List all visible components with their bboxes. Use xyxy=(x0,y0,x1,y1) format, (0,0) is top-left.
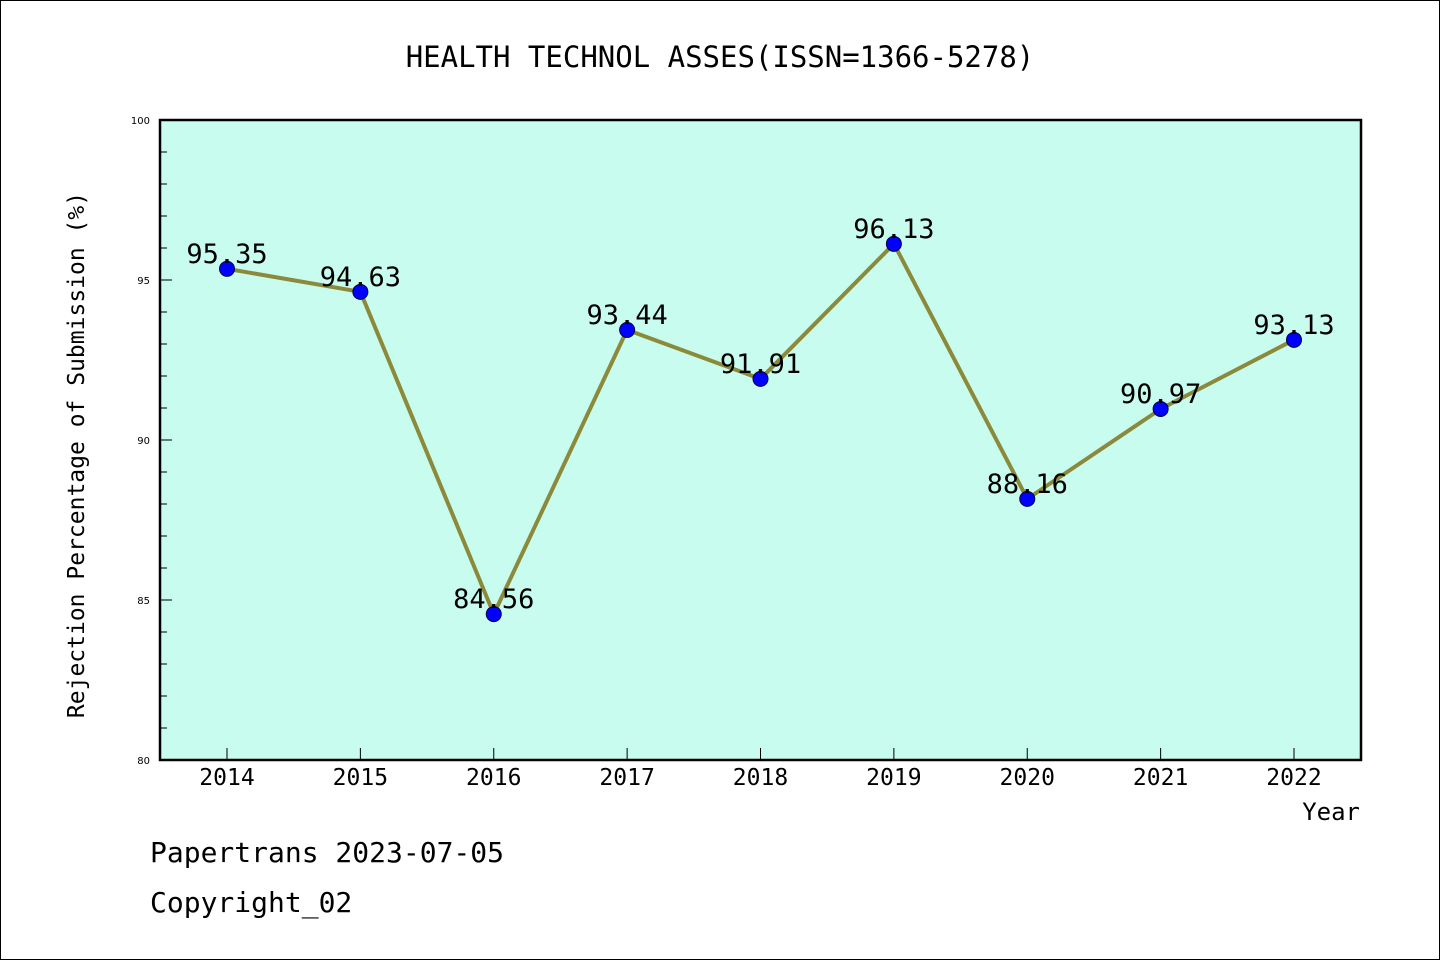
data-point xyxy=(1286,331,1302,348)
x-tick-label: 2017 xyxy=(599,765,654,791)
data-label: 95.35 xyxy=(186,239,267,270)
data-point xyxy=(485,606,502,623)
x-tick-label: 2015 xyxy=(333,765,388,791)
data-label: 93.13 xyxy=(1253,310,1334,341)
footer-copyright: Copyright_02 xyxy=(150,886,353,919)
data-point xyxy=(1152,400,1169,417)
data-point xyxy=(619,321,636,338)
x-axis: 2014 2015 2016 2017 2018 2019 2020 2021 2022 xyxy=(199,748,1322,791)
data-labels: 95.35 94.63 84.56 93.44 91.91 96.13 88.16 90.97… xyxy=(186,214,1334,615)
x-tick-label: 2020 xyxy=(1000,765,1055,791)
x-tick-label: 2021 xyxy=(1133,765,1188,791)
data-point xyxy=(219,260,235,277)
y-axis: 80 85 90 95 100 xyxy=(131,116,172,767)
data-label: 91.91 xyxy=(720,349,801,380)
data-point xyxy=(352,283,369,300)
y-axis-label: Rejection Percentage of Submission (%) xyxy=(64,192,90,718)
data-label: 84.56 xyxy=(453,584,534,615)
data-label: 96.13 xyxy=(853,214,934,245)
x-tick-label: 2018 xyxy=(733,765,788,791)
x-tick-label: 2016 xyxy=(466,765,521,791)
y-tick-label: 95 xyxy=(137,276,150,287)
data-points xyxy=(219,235,1302,623)
footer-date: Papertrans 2023-07-05 xyxy=(150,836,505,869)
data-label: 93.44 xyxy=(586,300,667,331)
data-point xyxy=(885,235,902,252)
data-point xyxy=(1019,490,1036,507)
data-label: 90.97 xyxy=(1120,379,1201,410)
x-tick-label: 2014 xyxy=(199,765,254,791)
x-axis-label: Year xyxy=(1302,798,1360,826)
x-tick-label: 2022 xyxy=(1266,765,1321,791)
x-tick-label: 2019 xyxy=(866,765,921,791)
y-tick-label: 80 xyxy=(137,756,150,767)
data-label: 88.16 xyxy=(987,469,1068,500)
data-label: 94.63 xyxy=(320,262,401,293)
y-tick-label: 90 xyxy=(137,436,150,447)
plot-area xyxy=(158,118,1363,762)
y-tick-label: 85 xyxy=(137,596,150,607)
chart-title: HEALTH TECHNOL ASSES(ISSN=1366-5278) xyxy=(406,40,1035,74)
data-point xyxy=(752,370,769,387)
y-tick-label: 100 xyxy=(131,116,150,127)
